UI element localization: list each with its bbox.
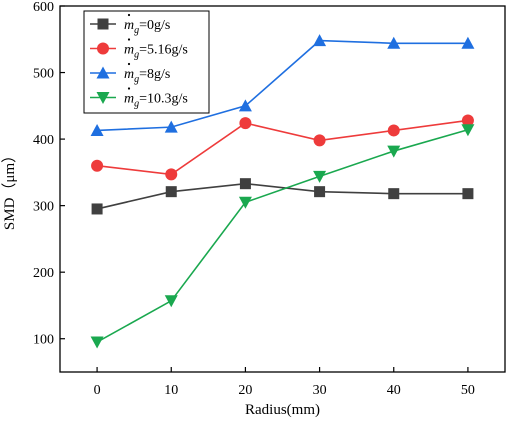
legend-label: mg=10.3g/s — [124, 92, 188, 110]
data-point — [314, 186, 326, 198]
legend-item: mg=10.3g/s — [90, 87, 188, 110]
legend-label: mg=5.16g/s — [124, 43, 188, 61]
legend-item: mg=0g/s — [90, 13, 170, 36]
legend-marker — [97, 18, 109, 30]
data-point — [387, 145, 401, 158]
x-tick-label: 40 — [387, 383, 401, 398]
data-point — [90, 336, 104, 349]
legend-marker — [96, 66, 110, 79]
x-tick-label: 10 — [164, 383, 178, 398]
y-tick-label: 500 — [33, 67, 54, 82]
series-group — [90, 34, 475, 136]
data-point — [165, 186, 177, 198]
data-point — [239, 178, 251, 190]
legend-item: mg=8g/s — [90, 62, 170, 85]
legend-dot-accent — [127, 87, 131, 90]
y-tick-label: 600 — [33, 0, 54, 15]
series-line — [96, 182, 468, 210]
series-line — [97, 39, 468, 132]
data-point — [461, 124, 475, 137]
legend-dot-accent — [127, 38, 131, 41]
series-group — [91, 114, 474, 181]
x-tick-label: 30 — [313, 383, 327, 398]
data-point — [238, 99, 252, 112]
data-point — [461, 36, 475, 49]
x-tick-label: 50 — [461, 383, 475, 398]
data-point — [238, 196, 252, 209]
axis-ticks: 0 10 20 30 40 50 100 200 300 400 500 600 — [33, 0, 475, 398]
y-tick-label: 300 — [33, 200, 54, 215]
data-point — [462, 188, 474, 200]
x-tick-label: 20 — [238, 383, 252, 398]
plot-frame — [59, 5, 506, 373]
series-line — [96, 119, 469, 176]
legend-label: mg=8g/s — [124, 67, 170, 85]
x-axis-label: Radius(mm) — [245, 402, 320, 418]
data-point — [461, 114, 474, 127]
data-point — [313, 134, 326, 147]
y-tick-label: 200 — [33, 266, 54, 281]
data-point — [313, 34, 327, 47]
series-group — [90, 124, 475, 349]
legend-marker — [96, 92, 110, 104]
data-point — [164, 295, 178, 308]
x-tick-label: 0 — [94, 383, 101, 398]
data-point — [165, 168, 178, 181]
plot-area-border — [59, 5, 506, 373]
y-tick-label: 100 — [33, 333, 54, 348]
legend-dot-accent — [127, 13, 131, 17]
y-axis-label: SMD（μm） — [1, 148, 18, 230]
series-lines — [90, 34, 475, 349]
y-tick-label: 400 — [33, 133, 54, 148]
data-point — [313, 170, 327, 183]
legend-label: mg=0g/s — [124, 18, 170, 36]
data-point — [91, 159, 104, 172]
series-line — [96, 129, 469, 343]
data-point — [387, 124, 400, 137]
series-group — [91, 178, 474, 215]
data-point — [388, 188, 400, 200]
data-point — [91, 203, 103, 215]
legend-item: mg=5.16g/s — [90, 38, 188, 61]
legend-marker — [97, 42, 109, 55]
legend: mg=0g/s mg=5.16g/s mg=8g/s mg=10.3g/s — [83, 10, 210, 114]
data-point — [387, 36, 401, 49]
data-point — [164, 120, 178, 133]
data-point — [239, 117, 252, 130]
legend-dot-accent — [127, 62, 131, 66]
data-point — [90, 123, 104, 136]
